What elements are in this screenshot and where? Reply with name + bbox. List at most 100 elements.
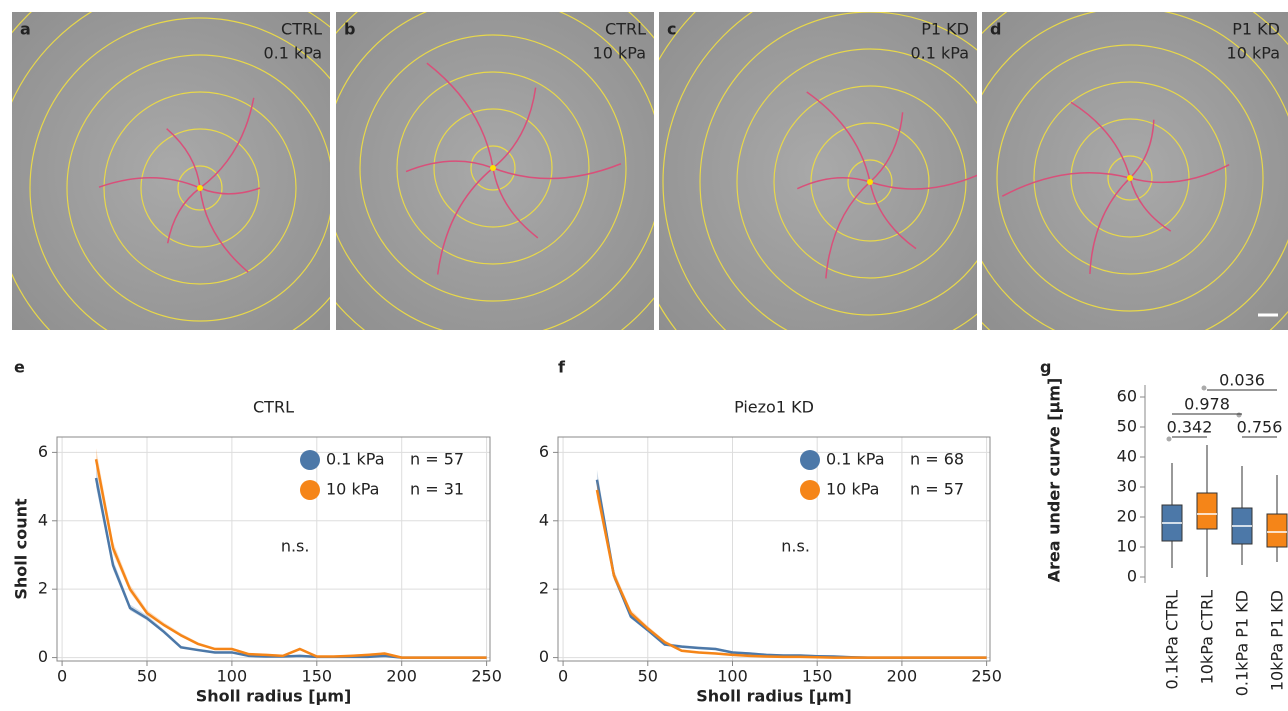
image-label: P1 KD bbox=[1232, 20, 1280, 39]
sholl-ring bbox=[736, 48, 977, 316]
image bbox=[982, 12, 1288, 330]
y-tick-label: 10 bbox=[1117, 537, 1137, 556]
sholl-ring bbox=[359, 34, 627, 302]
sholl-ring bbox=[177, 165, 223, 211]
sholl-ring bbox=[847, 159, 893, 205]
legend-label: 10 kPa bbox=[326, 480, 379, 499]
sholl-ring bbox=[470, 145, 516, 191]
image-label: P1 KD bbox=[921, 20, 969, 39]
x-tick-label: 150 bbox=[802, 667, 833, 686]
neurite bbox=[492, 163, 622, 180]
legend-marker bbox=[800, 480, 820, 500]
neurite bbox=[492, 87, 537, 169]
micrograph: b CTRL 10 kPa bbox=[336, 12, 654, 330]
x-axis-label: Sholl radius [µm] bbox=[696, 687, 852, 706]
image-label: 0.1 kPa bbox=[263, 44, 322, 63]
p-value: 0.756 bbox=[1237, 418, 1283, 437]
neurite bbox=[869, 181, 917, 250]
neurite bbox=[199, 187, 261, 195]
legend-marker bbox=[300, 450, 320, 470]
sholl-ring bbox=[699, 12, 977, 330]
legend-marker bbox=[800, 450, 820, 470]
micrograph: c P1 KD 0.1 kPa bbox=[659, 12, 977, 330]
x-axis-label: Sholl radius [µm] bbox=[196, 687, 352, 706]
chart-title: Piezo1 KD bbox=[734, 398, 814, 417]
image bbox=[12, 12, 330, 330]
sholl-ring bbox=[773, 85, 967, 279]
series-line bbox=[595, 489, 987, 659]
panel-letter: d bbox=[990, 20, 1001, 39]
image-label: 10 kPa bbox=[593, 44, 646, 63]
x-tick-label: 150 bbox=[302, 667, 333, 686]
y-tick-label: 20 bbox=[1117, 507, 1137, 526]
neurite bbox=[492, 167, 539, 239]
box bbox=[1266, 513, 1288, 548]
neurite bbox=[199, 187, 249, 273]
x-tick-label: 100 bbox=[717, 667, 748, 686]
soma bbox=[1127, 175, 1133, 181]
x-tick-label: 10kPa CTRL bbox=[1198, 590, 1217, 685]
sholl-ring bbox=[103, 91, 297, 285]
x-tick-label: 250 bbox=[471, 667, 502, 686]
p-value: 0.342 bbox=[1167, 418, 1213, 437]
sholl-ring bbox=[396, 71, 590, 265]
sholl-ring bbox=[662, 12, 754, 330]
panel-letter: g bbox=[1040, 358, 1051, 377]
series-band bbox=[596, 480, 987, 658]
plot-frame bbox=[56, 436, 491, 662]
legend-count: n = 57 bbox=[910, 480, 964, 499]
neurite bbox=[1001, 171, 1131, 197]
y-tick-label: 6 bbox=[539, 442, 549, 461]
image bbox=[659, 12, 977, 330]
neurite bbox=[796, 177, 871, 190]
sholl-ring bbox=[66, 54, 330, 322]
x-tick-label: 0 bbox=[558, 667, 568, 686]
soma bbox=[867, 179, 873, 185]
image-label: 10 kPa bbox=[1227, 44, 1280, 63]
panel-letter: c bbox=[667, 20, 676, 39]
outlier bbox=[1166, 436, 1172, 442]
x-tick-label: 0 bbox=[57, 667, 67, 686]
x-tick-label: 200 bbox=[386, 667, 417, 686]
image-bg bbox=[12, 12, 330, 330]
panel-letter: b bbox=[344, 20, 355, 39]
neurite bbox=[405, 160, 494, 173]
neurite bbox=[166, 187, 201, 244]
sholl-ring bbox=[1033, 81, 1227, 275]
series-line bbox=[94, 477, 487, 659]
x-tick-label: 250 bbox=[971, 667, 1002, 686]
neurite bbox=[806, 91, 871, 183]
p-value: 0.036 bbox=[1219, 371, 1265, 390]
micrograph: a CTRL 0.1 kPa bbox=[12, 12, 330, 330]
soma bbox=[490, 165, 496, 171]
legend-count: n = 68 bbox=[910, 450, 964, 469]
neurite bbox=[426, 62, 494, 169]
legend-label: 0.1 kPa bbox=[826, 450, 885, 469]
panel-letter: a bbox=[20, 20, 31, 39]
box bbox=[1196, 492, 1218, 530]
neurite bbox=[1129, 177, 1172, 232]
soma bbox=[197, 185, 203, 191]
image-label: CTRL bbox=[605, 20, 646, 39]
micrograph: d P1 KD 10 kPa bbox=[982, 12, 1288, 330]
y-axis-label: Sholl count bbox=[12, 498, 31, 600]
x-tick-label: 0.1kPa CTRL bbox=[1163, 590, 1182, 690]
plot-frame bbox=[557, 436, 991, 662]
y-tick-label: 60 bbox=[1117, 387, 1137, 406]
annotation: n.s. bbox=[281, 537, 310, 556]
x-tick-label: 50 bbox=[137, 667, 157, 686]
y-tick-label: 0 bbox=[539, 647, 549, 666]
p-value: 0.978 bbox=[1184, 395, 1230, 414]
y-tick-label: 4 bbox=[38, 510, 48, 529]
neurite bbox=[869, 174, 977, 190]
sholl-ring bbox=[1107, 155, 1153, 201]
sholl-ring bbox=[29, 17, 330, 330]
y-tick-label: 50 bbox=[1117, 417, 1137, 436]
legend-label: 10 kPa bbox=[826, 480, 879, 499]
neurite bbox=[1129, 164, 1230, 184]
y-tick-label: 2 bbox=[539, 579, 549, 598]
series-line bbox=[595, 479, 987, 659]
legend-count: n = 31 bbox=[410, 480, 464, 499]
y-tick-label: 0 bbox=[38, 647, 48, 666]
